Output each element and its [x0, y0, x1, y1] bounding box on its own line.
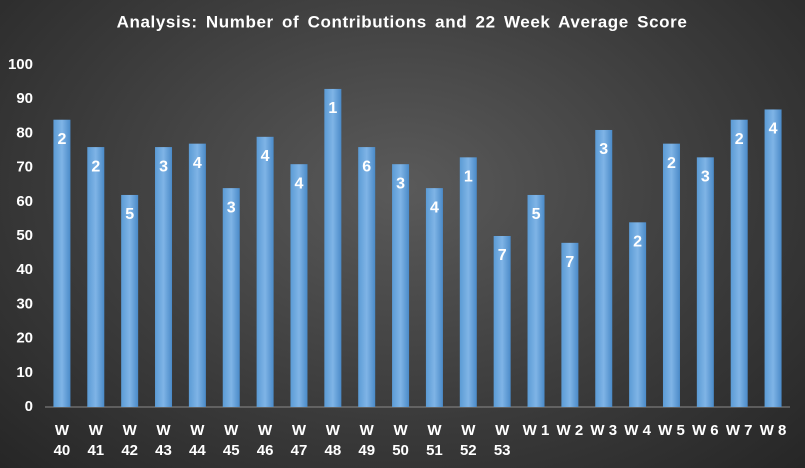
- bar: [730, 119, 748, 407]
- x-tick-label: W 6: [691, 422, 719, 439]
- data-label: 4: [430, 199, 439, 216]
- data-label: 1: [464, 169, 473, 186]
- x-tick-label: W 3: [590, 422, 618, 439]
- x-tick-label: W 8: [759, 422, 787, 439]
- x-tick-label: W 46: [256, 422, 274, 459]
- x-tick-label: W 47: [290, 422, 308, 459]
- y-tick-label: 30: [16, 295, 33, 312]
- x-tick-label: W 48: [324, 422, 342, 459]
- x-tick-label: W 1: [522, 422, 550, 439]
- y-tick-label: 40: [16, 261, 33, 278]
- data-label: 3: [227, 199, 236, 216]
- bar: [392, 164, 410, 407]
- data-label: 4: [769, 121, 778, 138]
- x-tick-label: W 41: [87, 422, 105, 459]
- data-label: 4: [295, 175, 304, 192]
- bar: [222, 188, 240, 407]
- data-label: 1: [328, 100, 337, 117]
- data-label: 3: [599, 141, 608, 158]
- y-tick-label: 90: [16, 90, 33, 107]
- bar: [764, 109, 782, 408]
- x-tick-label: W 45: [222, 422, 240, 459]
- y-tick-label: 100: [8, 56, 33, 73]
- bar: [493, 236, 511, 407]
- x-tick-label: W 5: [658, 422, 685, 439]
- x-tick-label: W 43: [155, 422, 172, 459]
- bar: [256, 136, 274, 407]
- x-tick-label: W 44: [189, 422, 206, 459]
- data-label: 2: [91, 158, 100, 175]
- bar: [87, 147, 105, 407]
- y-tick-label: 10: [16, 364, 33, 381]
- bar: [290, 164, 308, 407]
- x-tick-label: W 50: [392, 422, 409, 459]
- y-tick-label: 70: [16, 159, 33, 176]
- data-label: 2: [667, 155, 676, 172]
- x-tick-label: W 2: [556, 422, 584, 439]
- data-label: 3: [701, 169, 710, 186]
- data-label: 4: [193, 155, 202, 172]
- bar: [324, 88, 342, 407]
- data-label: 4: [261, 148, 270, 165]
- bar: [662, 143, 680, 407]
- x-tick-label: W 7: [725, 422, 753, 439]
- bar: [121, 194, 139, 407]
- y-tick-label: 0: [25, 398, 33, 415]
- bar: [53, 119, 71, 407]
- y-tick-label: 50: [16, 227, 33, 244]
- data-label: 3: [159, 158, 168, 175]
- x-tick-label: W 4: [624, 422, 651, 439]
- x-tick-label: W 49: [358, 422, 376, 459]
- data-label: 7: [498, 247, 507, 264]
- bar: [459, 157, 477, 407]
- bar: [696, 157, 714, 407]
- data-label: 5: [532, 206, 541, 223]
- y-tick-label: 20: [16, 330, 33, 347]
- bar: [155, 147, 173, 407]
- data-label: 2: [633, 234, 642, 251]
- data-label: 2: [735, 131, 744, 148]
- bar: [358, 147, 376, 407]
- y-tick-label: 80: [16, 124, 33, 141]
- data-label: 7: [565, 254, 574, 271]
- bar: [561, 242, 579, 407]
- data-label: 3: [396, 175, 405, 192]
- x-tick-label: W 53: [493, 422, 511, 459]
- data-label: 6: [362, 158, 371, 175]
- bar: [188, 143, 206, 407]
- bar: [425, 188, 443, 407]
- chart-title: Analysis: Number of Contributions and 22…: [117, 12, 688, 31]
- bar: [527, 194, 545, 407]
- x-tick-label: W 40: [53, 422, 71, 459]
- bar: [629, 222, 647, 407]
- x-tick-label: W 42: [121, 422, 138, 459]
- x-tick-label: W 51: [426, 422, 443, 459]
- y-tick-label: 60: [16, 193, 33, 210]
- data-label: 5: [125, 206, 134, 223]
- x-tick-label: W 52: [459, 422, 477, 459]
- bar: [595, 129, 613, 408]
- data-label: 2: [57, 131, 66, 148]
